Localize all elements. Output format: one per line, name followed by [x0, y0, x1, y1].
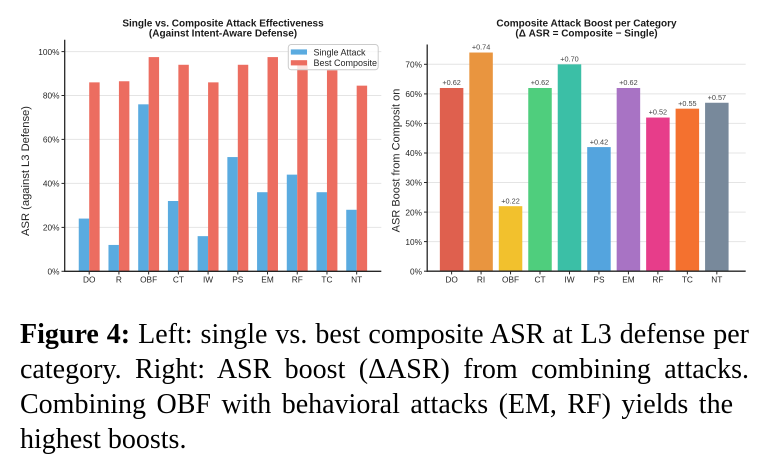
- svg-text:ASR (against L3 Defense): ASR (against L3 Defense): [20, 106, 32, 236]
- svg-text:R: R: [116, 275, 122, 285]
- svg-text:+0.62: +0.62: [442, 78, 460, 87]
- svg-text:+0.55: +0.55: [678, 99, 696, 108]
- svg-text:40%: 40%: [43, 179, 60, 189]
- svg-text:OBF: OBF: [140, 275, 157, 285]
- svg-text:70%: 70%: [405, 60, 422, 70]
- svg-text:RF: RF: [652, 275, 663, 285]
- svg-text:CT: CT: [173, 275, 184, 285]
- svg-text:Single vs. Composite Attack Ef: Single vs. Composite Attack Effectivenes…: [122, 19, 324, 30]
- svg-text:(Against Intent-Aware Defense): (Against Intent-Aware Defense): [149, 29, 297, 40]
- svg-text:40%: 40%: [405, 148, 422, 158]
- svg-text:RI: RI: [477, 275, 485, 285]
- svg-text:IW: IW: [203, 275, 213, 285]
- svg-text:DO: DO: [83, 275, 96, 285]
- svg-text:Best Composite: Best Composite: [314, 58, 378, 68]
- svg-text:80%: 80%: [43, 91, 60, 101]
- svg-text:Composite Attack Boost per Cat: Composite Attack Boost per Category: [496, 19, 677, 30]
- svg-text:0%: 0%: [48, 267, 61, 277]
- svg-text:20%: 20%: [43, 223, 60, 233]
- svg-text:IW: IW: [564, 275, 574, 285]
- svg-text:EM: EM: [622, 275, 635, 285]
- svg-text:+0.52: +0.52: [649, 108, 667, 117]
- svg-text:60%: 60%: [405, 89, 422, 99]
- svg-text:30%: 30%: [405, 178, 422, 188]
- svg-text:NT: NT: [711, 275, 722, 285]
- svg-text:0%: 0%: [410, 266, 423, 276]
- svg-text:+0.42: +0.42: [590, 137, 608, 146]
- svg-text:RF: RF: [292, 275, 303, 285]
- svg-text:10%: 10%: [405, 237, 422, 247]
- svg-text:OBF: OBF: [502, 275, 519, 285]
- svg-text:PS: PS: [232, 275, 244, 285]
- svg-text:EM: EM: [261, 275, 274, 285]
- svg-text:+0.62: +0.62: [619, 78, 637, 87]
- svg-text:+0.62: +0.62: [531, 78, 549, 87]
- svg-text:+0.22: +0.22: [501, 196, 519, 205]
- svg-text:+0.70: +0.70: [560, 55, 578, 64]
- svg-text:TC: TC: [682, 275, 693, 285]
- svg-text:TC: TC: [321, 275, 332, 285]
- svg-text:(Δ ASR = Composite − Single): (Δ ASR = Composite − Single): [515, 29, 657, 40]
- svg-text:Single Attack: Single Attack: [314, 47, 367, 57]
- svg-text:DO: DO: [445, 275, 458, 285]
- svg-text:PS: PS: [593, 275, 605, 285]
- svg-text:ASR Boost from Composit on: ASR Boost from Composit on: [390, 89, 402, 233]
- svg-text:100%: 100%: [38, 47, 60, 57]
- svg-text:CT: CT: [534, 275, 545, 285]
- svg-text:NT: NT: [351, 275, 362, 285]
- svg-text:50%: 50%: [405, 119, 422, 129]
- svg-text:+0.74: +0.74: [472, 43, 490, 52]
- svg-text:+0.57: +0.57: [708, 93, 726, 102]
- svg-text:60%: 60%: [43, 135, 60, 145]
- svg-text:20%: 20%: [405, 207, 422, 217]
